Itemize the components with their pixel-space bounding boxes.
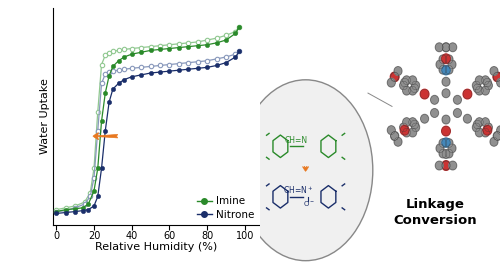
Circle shape xyxy=(400,81,407,90)
Circle shape xyxy=(439,65,447,74)
Text: O$^-$: O$^-$ xyxy=(302,199,315,208)
Circle shape xyxy=(412,81,420,90)
Circle shape xyxy=(412,123,420,132)
Circle shape xyxy=(482,86,490,95)
Circle shape xyxy=(410,120,418,129)
Circle shape xyxy=(449,43,456,52)
Circle shape xyxy=(439,149,447,158)
Circle shape xyxy=(482,118,490,126)
Ellipse shape xyxy=(238,80,373,261)
Text: Linkage
Conversion: Linkage Conversion xyxy=(394,198,477,227)
Circle shape xyxy=(483,126,492,135)
Circle shape xyxy=(472,123,480,132)
Circle shape xyxy=(454,109,462,117)
Circle shape xyxy=(463,89,471,99)
Circle shape xyxy=(391,132,398,140)
Circle shape xyxy=(402,128,410,137)
Circle shape xyxy=(484,78,491,87)
Text: CH=N$^+$: CH=N$^+$ xyxy=(284,184,314,196)
Circle shape xyxy=(493,72,500,82)
Circle shape xyxy=(401,78,408,87)
Circle shape xyxy=(390,72,399,82)
Circle shape xyxy=(442,89,450,98)
Circle shape xyxy=(448,144,456,153)
Circle shape xyxy=(442,43,450,52)
Circle shape xyxy=(436,43,443,52)
X-axis label: Relative Humidity (%): Relative Humidity (%) xyxy=(95,242,218,252)
Circle shape xyxy=(391,73,398,81)
Circle shape xyxy=(482,128,490,137)
Circle shape xyxy=(402,118,410,126)
Circle shape xyxy=(449,161,456,170)
Circle shape xyxy=(497,78,500,87)
Circle shape xyxy=(442,43,450,52)
Circle shape xyxy=(391,132,398,140)
Circle shape xyxy=(442,54,450,64)
Y-axis label: Water Uptake: Water Uptake xyxy=(40,78,50,154)
Circle shape xyxy=(482,76,490,85)
Circle shape xyxy=(430,109,438,117)
Circle shape xyxy=(476,76,484,85)
Circle shape xyxy=(494,132,500,140)
Circle shape xyxy=(474,84,482,93)
Circle shape xyxy=(442,126,450,136)
Circle shape xyxy=(408,128,416,137)
Circle shape xyxy=(436,144,444,153)
Circle shape xyxy=(442,150,450,158)
Circle shape xyxy=(394,67,402,75)
Circle shape xyxy=(454,95,462,104)
Circle shape xyxy=(442,77,450,86)
Circle shape xyxy=(436,60,444,69)
Circle shape xyxy=(430,95,438,104)
Circle shape xyxy=(408,86,416,95)
Circle shape xyxy=(445,55,453,64)
Circle shape xyxy=(442,115,450,124)
Circle shape xyxy=(408,118,416,126)
Circle shape xyxy=(388,78,395,87)
Circle shape xyxy=(400,126,409,135)
Circle shape xyxy=(494,73,500,81)
Circle shape xyxy=(472,81,480,90)
Circle shape xyxy=(442,161,450,170)
Circle shape xyxy=(476,128,484,137)
Circle shape xyxy=(402,86,410,95)
Circle shape xyxy=(394,138,402,146)
Circle shape xyxy=(442,66,450,75)
Circle shape xyxy=(464,114,471,123)
Circle shape xyxy=(494,132,500,140)
Circle shape xyxy=(484,81,492,90)
Circle shape xyxy=(400,123,407,132)
Circle shape xyxy=(439,55,447,64)
Circle shape xyxy=(420,89,429,99)
Circle shape xyxy=(445,139,453,147)
Circle shape xyxy=(442,138,450,147)
Circle shape xyxy=(484,123,492,132)
Circle shape xyxy=(445,149,453,158)
Circle shape xyxy=(497,126,500,135)
Circle shape xyxy=(474,120,482,129)
Circle shape xyxy=(439,139,447,147)
Circle shape xyxy=(420,114,428,123)
Circle shape xyxy=(476,86,484,95)
Circle shape xyxy=(490,67,498,75)
Circle shape xyxy=(442,161,450,170)
Circle shape xyxy=(445,65,453,74)
Circle shape xyxy=(402,76,410,85)
Circle shape xyxy=(490,138,498,146)
Circle shape xyxy=(476,118,484,126)
Circle shape xyxy=(410,84,418,93)
Text: CH=N: CH=N xyxy=(285,136,308,145)
Circle shape xyxy=(436,161,443,170)
Legend: Imine, Nitrone: Imine, Nitrone xyxy=(196,196,255,219)
Circle shape xyxy=(388,126,395,135)
Circle shape xyxy=(408,76,416,85)
Circle shape xyxy=(448,60,456,69)
